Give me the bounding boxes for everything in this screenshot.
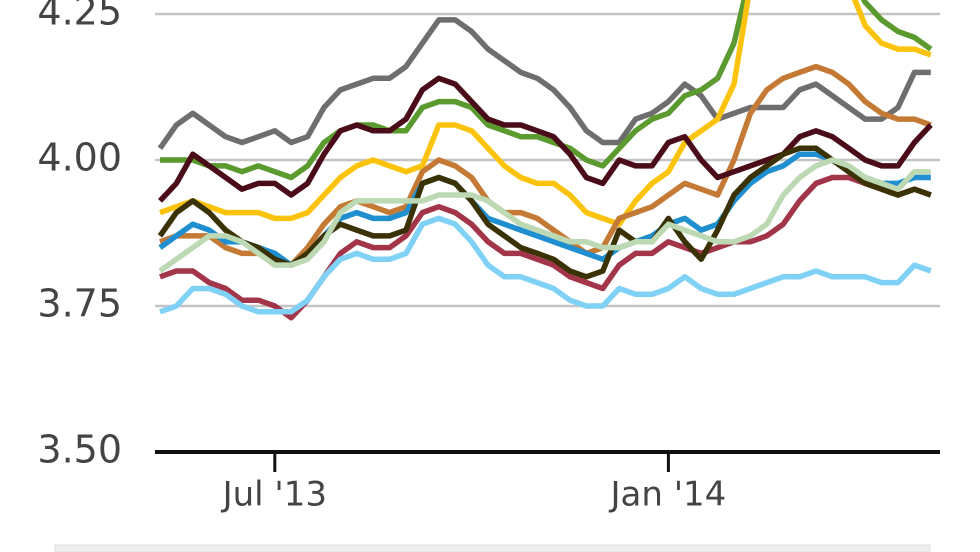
x-tick-label: Jan '14	[608, 475, 726, 515]
y-tick-label: 3.50	[37, 428, 122, 472]
series-line	[159, 215, 932, 315]
y-tick-label: 3.75	[37, 282, 122, 326]
series-line	[157, 17, 931, 150]
y-tick-label: 4.25	[37, 0, 122, 34]
y-tick-label: 4.00	[37, 136, 122, 180]
series-line	[157, 75, 933, 203]
series-line	[159, 0, 932, 227]
x-tick-label: Jul '13	[221, 475, 327, 515]
axes: 3.50 3.75 4.00 4.25 Jul '13 Jan '14	[37, 0, 940, 515]
plot-area	[157, 0, 933, 321]
series-line	[159, 174, 932, 321]
series-line	[158, 157, 931, 274]
footer-panel	[54, 544, 931, 552]
series-line	[160, 0, 933, 181]
